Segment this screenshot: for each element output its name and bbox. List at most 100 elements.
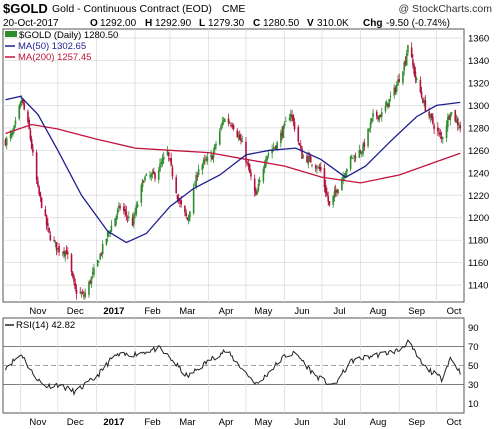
price-y-tick-label: 1360 bbox=[468, 33, 489, 44]
candle-body bbox=[74, 282, 77, 289]
rsi-y-tick-label: 50 bbox=[468, 361, 479, 372]
candle-body bbox=[439, 132, 442, 136]
candle-body bbox=[378, 115, 381, 120]
change-label: Chg bbox=[363, 18, 382, 29]
price-x-tick-label: Sep bbox=[408, 306, 425, 317]
candle-body bbox=[110, 225, 113, 232]
candle-body bbox=[212, 151, 215, 159]
rsi-x-axis: Nov Dec 2017 Feb Mar Apr May Jun Jul Aug Sep Oct bbox=[29, 417, 461, 428]
candle-body bbox=[248, 164, 251, 173]
candle-body bbox=[372, 113, 374, 118]
candle-body bbox=[238, 134, 241, 140]
candle-body bbox=[22, 98, 24, 104]
candle-body bbox=[91, 272, 94, 275]
candle-body bbox=[354, 156, 357, 159]
candle-body bbox=[359, 151, 362, 153]
candle-body bbox=[210, 154, 212, 158]
candle-body bbox=[240, 138, 242, 142]
price-y-tick-label: 1240 bbox=[468, 168, 489, 179]
price-legend: $GOLD (Daily) 1280.50 MA(50) 1302.65 MA(… bbox=[5, 30, 118, 63]
open-label: O bbox=[90, 18, 98, 29]
candle-body bbox=[131, 217, 134, 226]
candle-body bbox=[424, 100, 427, 112]
rsi-panel-frame bbox=[2, 317, 465, 414]
candle-body bbox=[5, 138, 8, 146]
candle-body bbox=[405, 53, 408, 66]
price-y-axis: 1140 1160 1180 1200 1220 1240 1260 1280 1300 1320… bbox=[468, 33, 489, 291]
rsi-x-tick-label: 2017 bbox=[103, 417, 124, 428]
watermark: @ StockCharts.com bbox=[398, 3, 492, 15]
candle-body bbox=[275, 145, 277, 149]
candle-body bbox=[30, 139, 33, 149]
open-value: 1292.00 bbox=[100, 18, 137, 29]
candle-body bbox=[220, 125, 222, 130]
candle-body bbox=[161, 159, 164, 165]
candle-body bbox=[179, 201, 181, 203]
rsi-line bbox=[5, 339, 461, 397]
candle-body bbox=[306, 155, 308, 163]
candle-body bbox=[81, 291, 84, 294]
candle-body bbox=[79, 292, 82, 294]
candle-body bbox=[187, 215, 190, 221]
candle-body bbox=[28, 119, 30, 129]
candle-body bbox=[237, 135, 240, 137]
candle-body bbox=[428, 111, 430, 116]
candle-body bbox=[48, 227, 50, 233]
candle-body bbox=[415, 78, 418, 80]
candle-body bbox=[65, 250, 68, 255]
candle-body bbox=[29, 129, 32, 140]
rsi-x-tick-label: Mar bbox=[179, 417, 195, 428]
chart-exchange: CME bbox=[222, 3, 245, 15]
candle-body bbox=[150, 174, 153, 178]
price-x-tick-label: Oct bbox=[447, 306, 462, 317]
candle-body bbox=[135, 205, 138, 215]
candle-body bbox=[38, 186, 40, 194]
candle-body bbox=[326, 192, 328, 196]
candle-body bbox=[39, 192, 42, 198]
candle-body bbox=[430, 113, 433, 118]
candle-body bbox=[128, 216, 130, 218]
candle-body bbox=[429, 114, 432, 118]
price-y-tick-label: 1260 bbox=[468, 146, 489, 157]
candle-body bbox=[144, 176, 146, 181]
candle-body bbox=[204, 158, 206, 160]
candle-body bbox=[236, 130, 239, 138]
rsi-x-tick-label: Oct bbox=[447, 417, 462, 428]
candle-body bbox=[362, 144, 364, 154]
candle-body bbox=[247, 163, 250, 167]
candle-body bbox=[319, 167, 322, 171]
candle-body bbox=[58, 246, 60, 252]
candle-body bbox=[83, 294, 85, 297]
candle-body bbox=[318, 166, 321, 169]
candle-body bbox=[333, 191, 336, 198]
candle-body bbox=[192, 187, 195, 214]
candle-body bbox=[257, 184, 260, 191]
candle-body bbox=[398, 78, 401, 82]
candle-body bbox=[324, 185, 327, 194]
chart-symbol[interactable]: $GOLD bbox=[3, 1, 48, 16]
candle-body bbox=[363, 142, 366, 148]
legend-ma200: MA(200) 1257.45 bbox=[18, 52, 91, 63]
candle-body bbox=[368, 128, 371, 130]
candle-body bbox=[276, 142, 278, 150]
candle-body bbox=[171, 167, 174, 177]
candle-body bbox=[403, 62, 405, 71]
candle-body bbox=[258, 180, 261, 183]
candle-body bbox=[123, 206, 125, 212]
candle-body bbox=[88, 282, 90, 295]
candle-body bbox=[402, 71, 404, 83]
candle-body bbox=[263, 164, 266, 169]
ma50-line bbox=[5, 95, 461, 244]
rsi-legend: RSI(14) 42.82 bbox=[5, 320, 75, 331]
candle-body bbox=[395, 84, 398, 92]
volume-label: V bbox=[307, 18, 314, 29]
price-x-axis: Nov Dec 2017 Feb Mar Apr May Jun Jul Aug Sep Oct bbox=[29, 306, 461, 317]
rsi-y-tick-label: 70 bbox=[468, 342, 479, 353]
candle-body bbox=[100, 253, 103, 255]
candle-body bbox=[221, 122, 224, 126]
candle-body bbox=[309, 156, 312, 163]
candle-body bbox=[311, 164, 313, 166]
candle-body bbox=[142, 182, 145, 183]
candle-body bbox=[302, 156, 305, 158]
rsi-x-tick-label: Aug bbox=[370, 417, 387, 428]
